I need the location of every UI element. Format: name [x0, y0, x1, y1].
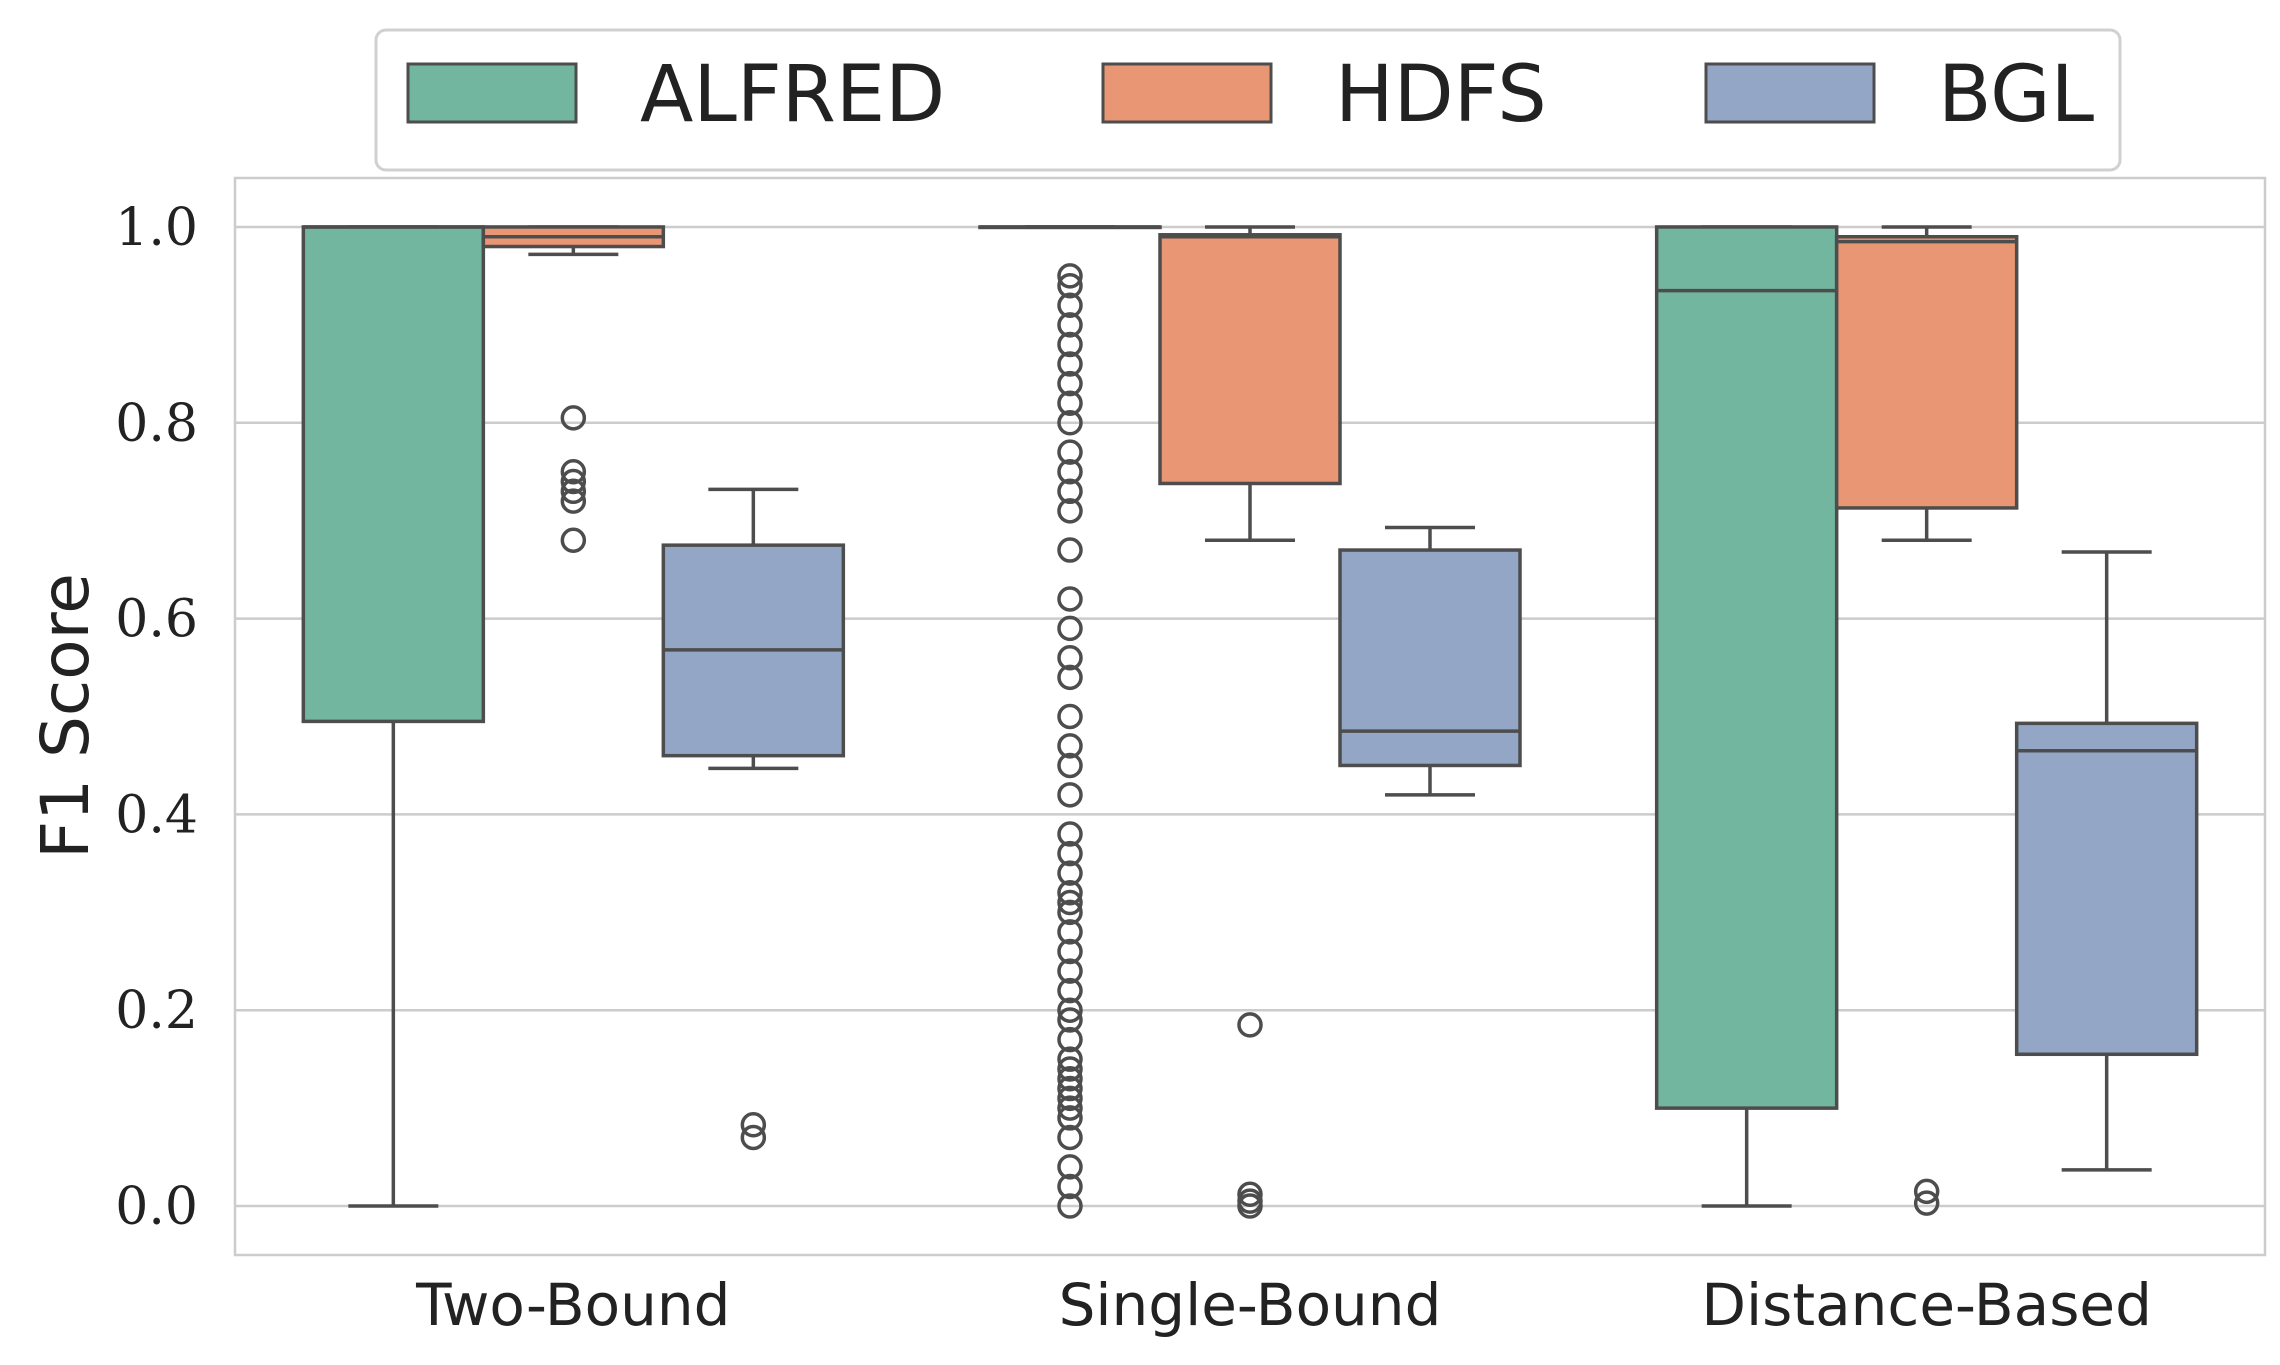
x-tick-label: Single-Bound	[1059, 1271, 1442, 1339]
legend-label-alfred: ALFRED	[640, 50, 945, 140]
outlier-point	[1057, 958, 1083, 984]
outlier-point	[1057, 1124, 1083, 1151]
outlier-point	[1057, 439, 1083, 465]
y-tick-label: 0.0	[115, 1177, 198, 1237]
outlier-point	[1057, 821, 1083, 847]
outlier-point	[1057, 1007, 1083, 1033]
outlier-point	[1057, 1085, 1083, 1112]
outlier-point	[1057, 331, 1083, 358]
outlier-point	[560, 458, 587, 485]
box-alfred-two-bound	[301, 225, 486, 1208]
outlier-point	[1057, 537, 1083, 563]
outlier-point	[1237, 1188, 1263, 1214]
outlier-point	[1057, 1075, 1083, 1102]
outlier-point	[1057, 370, 1083, 397]
legend-swatch-bgl	[1704, 62, 1876, 124]
outlier-point	[1057, 938, 1083, 965]
outlier-point	[1057, 1105, 1083, 1131]
outlier-point	[1057, 390, 1083, 416]
box-bgl-two-bound	[661, 487, 846, 1151]
y-tick-label: 0.6	[115, 590, 198, 650]
outlier-point	[1057, 1066, 1083, 1092]
outlier-point	[1057, 919, 1083, 945]
x-axis-ticks: Two-Bound Single-Bound Distance-Based	[415, 1271, 2152, 1339]
outlier-point	[740, 1112, 767, 1138]
outlier-point	[1057, 458, 1083, 485]
x-tick-label: Distance-Based	[1701, 1271, 2152, 1339]
outlier-point	[560, 527, 587, 554]
outlier-point	[1057, 752, 1083, 779]
outlier-point	[1057, 615, 1083, 642]
outlier-point	[1057, 1173, 1083, 1200]
y-axis-label: F1 Score	[27, 573, 104, 859]
outlier-point	[1057, 1095, 1083, 1121]
box-body	[301, 225, 486, 724]
y-tick-label: 0.4	[115, 785, 198, 845]
box-body	[1158, 233, 1342, 486]
outlier-point	[560, 488, 587, 514]
outlier-point	[1057, 263, 1083, 289]
outlier-point	[1057, 410, 1083, 436]
axes-frame	[233, 176, 2267, 1257]
box-alfred-single-bound	[978, 225, 1162, 1219]
outlier-point	[1057, 733, 1083, 759]
legend-label-hdfs: HDFS	[1335, 50, 1547, 140]
box-body	[2014, 721, 2199, 1057]
outlier-point	[1057, 840, 1083, 867]
outlier-point	[1057, 664, 1083, 691]
outlier-point	[1057, 1056, 1083, 1082]
y-tick-label: 0.2	[115, 981, 198, 1041]
y-tick-label: 0.8	[115, 394, 198, 454]
legend-swatch-alfred	[406, 62, 578, 124]
outlier-point	[1057, 889, 1083, 916]
outlier-point	[1237, 1181, 1263, 1208]
outlier-point	[1057, 351, 1083, 377]
boxes	[301, 225, 2199, 1219]
x-tick-label: Two-Bound	[415, 1271, 730, 1339]
outlier-point	[1057, 703, 1083, 730]
outlier-point	[560, 468, 587, 495]
y-axis-ticks: 0.0 0.2 0.4 0.6 0.8 1.0	[115, 198, 198, 1237]
outlier-point	[1057, 1026, 1083, 1053]
outlier-point	[560, 478, 587, 505]
outlier-point	[1057, 782, 1083, 808]
box-body	[1654, 225, 1839, 1110]
outlier-point	[1057, 1154, 1083, 1180]
outlier-point	[740, 1124, 767, 1151]
outlier-point	[1057, 272, 1083, 299]
outlier-point	[1057, 977, 1083, 1004]
outlier-point	[1057, 1193, 1083, 1219]
y-tick-label: 1.0	[115, 198, 198, 258]
box-bgl-single-bound	[1338, 525, 1522, 797]
outlier-point	[1057, 312, 1083, 338]
box-hdfs-two-bound	[481, 225, 666, 554]
outlier-point	[1057, 586, 1083, 612]
legend-swatch-hdfs	[1101, 62, 1273, 124]
outlier-point	[1057, 879, 1083, 906]
outlier-point	[560, 405, 587, 431]
box-body	[1834, 234, 2019, 510]
legend: ALFRED HDFS BGL	[374, 28, 2122, 172]
outlier-point	[1057, 1046, 1083, 1072]
outlier-point	[1237, 1012, 1263, 1038]
box-alfred-distance-based	[1654, 225, 1839, 1208]
box-hdfs-distance-based	[1834, 225, 2019, 1216]
outlier-point	[1057, 899, 1083, 926]
outlier-point	[1913, 1190, 1940, 1216]
box-hdfs-single-bound	[1158, 225, 1342, 1219]
outlier-point	[1057, 498, 1083, 524]
outlier-point	[1057, 997, 1083, 1023]
outlier-point	[1057, 478, 1083, 505]
outlier-point	[1057, 645, 1083, 671]
outlier-point	[1057, 292, 1083, 319]
outlier-point	[1913, 1178, 1940, 1205]
outlier-point	[1057, 860, 1083, 886]
box-bgl-distance-based	[2014, 550, 2199, 1172]
box-body	[1338, 548, 1522, 768]
legend-label-bgl: BGL	[1938, 50, 2095, 140]
